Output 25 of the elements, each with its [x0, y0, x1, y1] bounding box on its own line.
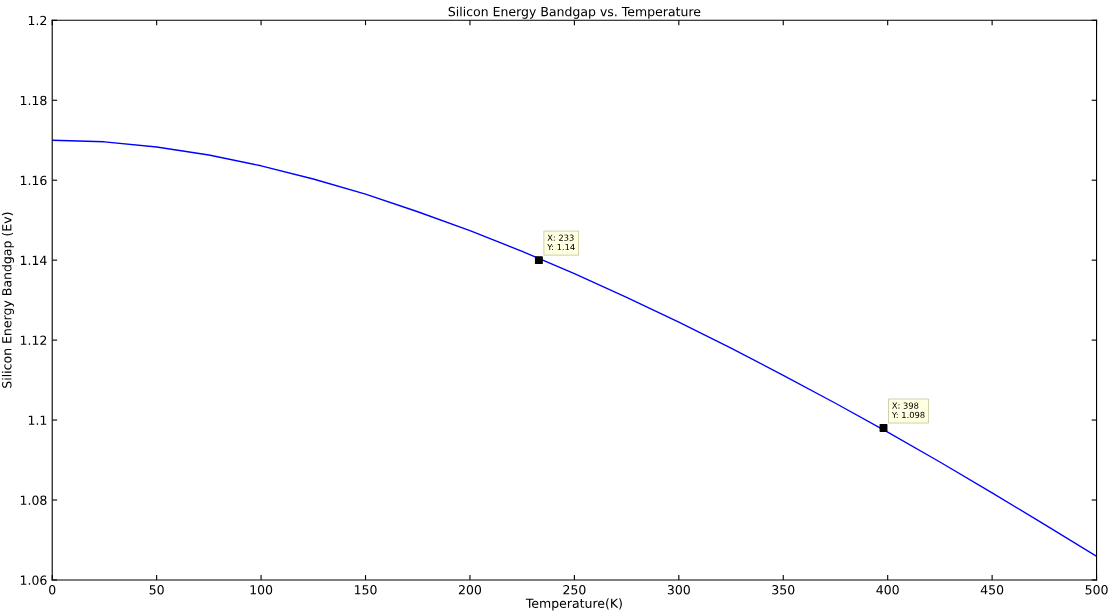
x-axis-title: Temperature(K) — [525, 598, 622, 611]
x-tick-label: 0 — [49, 585, 56, 595]
y-tick-label: 1.2 — [28, 15, 47, 26]
y-tick-label: 1.08 — [20, 495, 47, 505]
y-tick-label: 1.06 — [20, 575, 47, 585]
x-tick-label: 500 — [1085, 585, 1108, 595]
annotation: X: 398 Y: 1.098 — [891, 402, 925, 419]
y-tick-label: 1.18 — [20, 95, 47, 106]
x-tick-label: 350 — [772, 585, 795, 595]
x-tick-label: 50 — [149, 585, 164, 595]
y-axis-title: Silicon Energy Bandgap (Ev) — [1, 212, 14, 388]
y-tick-label: 1.12 — [20, 335, 47, 345]
y-tick-label: 1.14 — [20, 255, 47, 265]
x-tick-label: 450 — [980, 585, 1004, 595]
line-series — [52, 139, 1097, 558]
x-tick-label: 150 — [354, 585, 377, 595]
x-tick-label: 400 — [876, 585, 899, 595]
y-tick-label: 1.16 — [20, 175, 47, 186]
y-tick-label: 1.1 — [28, 415, 47, 425]
x-tick-label: 200 — [458, 585, 482, 595]
x-tick-label: 250 — [563, 585, 586, 595]
x-tick-label: 300 — [667, 585, 690, 595]
chart-title: Silicon Energy Bandgap vs. Temperature — [448, 6, 701, 19]
x-tick-label: 100 — [250, 585, 273, 595]
annotation: X: 233 Y: 1.14 — [547, 234, 575, 251]
